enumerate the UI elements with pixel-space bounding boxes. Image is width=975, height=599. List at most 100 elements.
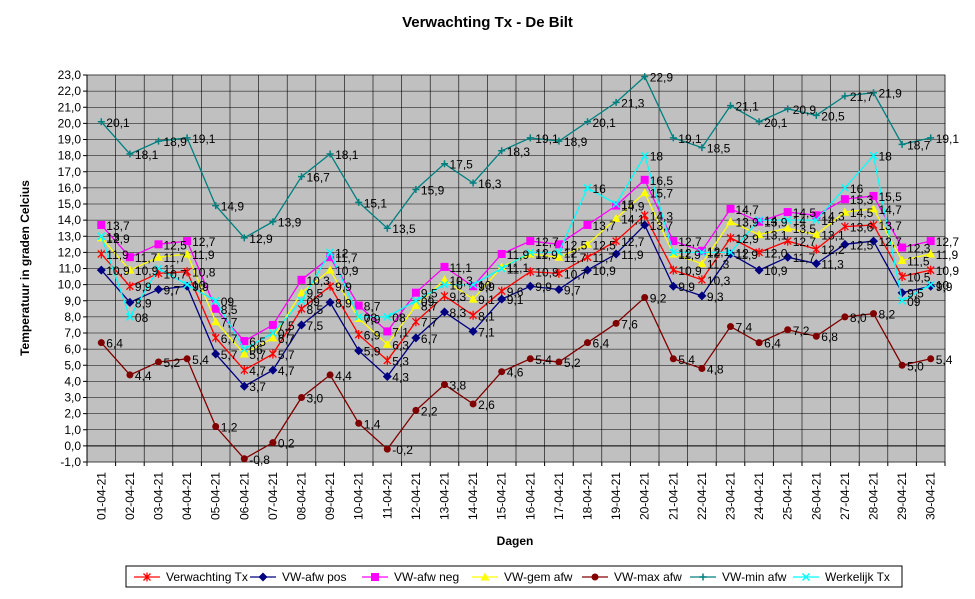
- data-label: 2,6: [478, 398, 495, 412]
- data-label: 6,5: [249, 335, 266, 349]
- data-label: 12,5: [593, 238, 617, 252]
- data-label: 11,5: [907, 254, 930, 268]
- data-point: [755, 118, 763, 126]
- series-werkelijk-tx: [97, 151, 935, 354]
- data-point: [927, 134, 935, 142]
- data-point: [555, 137, 563, 145]
- data-label: 5,4: [535, 353, 552, 367]
- x-tick-label: 03-04-21: [152, 472, 166, 520]
- data-point: [698, 144, 706, 152]
- data-point: [783, 216, 792, 225]
- data-label: 12,9: [249, 232, 273, 246]
- data-point: [783, 252, 793, 262]
- data-point: [469, 310, 478, 320]
- data-label: 06: [249, 343, 263, 357]
- data-label: 14: [764, 214, 778, 228]
- y-tick-label: 7,0: [64, 326, 81, 340]
- data-point: [240, 365, 249, 375]
- x-tick-label: 20-04-21: [638, 472, 652, 520]
- x-tick-label: 09-04-21: [323, 472, 337, 520]
- data-point: [898, 243, 907, 252]
- data-label: 11,7: [164, 251, 187, 265]
- data-label: 12,2: [821, 243, 845, 257]
- data-point: [268, 333, 278, 342]
- data-point: [125, 297, 135, 307]
- data-label: 11,9: [192, 248, 215, 262]
- data-label: 15: [621, 198, 635, 212]
- data-label: 0,2: [278, 437, 295, 451]
- data-point: [97, 339, 105, 347]
- data-point: [727, 323, 734, 331]
- data-point: [612, 201, 621, 210]
- data-label: 12,9: [736, 232, 760, 246]
- y-tick-label: 22,0: [58, 84, 82, 98]
- data-point: [441, 160, 448, 168]
- data-label: 10: [478, 279, 492, 293]
- x-tick-label: 22-04-21: [695, 472, 709, 520]
- x-tick-label: 17-04-21: [552, 472, 566, 520]
- data-point: [926, 281, 936, 291]
- data-point: [811, 230, 821, 239]
- data-point: [640, 220, 650, 230]
- data-point: [697, 246, 706, 255]
- series-layer: [96, 73, 936, 463]
- data-label: 6,4: [764, 337, 781, 351]
- data-point: [554, 252, 564, 261]
- y-tick-label: 5,0: [64, 358, 81, 372]
- data-label: 07: [278, 327, 292, 341]
- data-label: 10,8: [535, 266, 559, 280]
- data-point: [326, 371, 334, 379]
- y-tick-label: 16,0: [58, 181, 82, 195]
- y-tick-label: 6,0: [64, 342, 81, 356]
- x-tick-label: 07-04-21: [266, 472, 280, 520]
- data-point: [755, 339, 763, 347]
- y-tick-label: 10,0: [58, 278, 82, 292]
- data-point: [555, 358, 563, 366]
- y-tick-label: 20,0: [58, 116, 82, 130]
- data-point: [525, 281, 535, 291]
- data-point: [240, 345, 249, 354]
- data-point: [125, 312, 134, 321]
- data-point: [468, 326, 478, 336]
- data-label: 20,1: [764, 116, 788, 130]
- data-point: [612, 319, 620, 327]
- data-label: 15,9: [421, 183, 445, 197]
- data-point: [669, 248, 678, 257]
- data-point: [97, 232, 106, 241]
- x-tick-label: 04-04-21: [180, 472, 194, 520]
- x-tick-label: 28-04-21: [867, 472, 881, 520]
- data-label: 8,5: [307, 303, 324, 317]
- data-label: 21,1: [736, 100, 760, 114]
- data-label: 10,5: [907, 271, 931, 285]
- y-tick-label: -1,0: [60, 455, 81, 469]
- data-point: [526, 355, 534, 363]
- data-label: 10,9: [135, 264, 159, 278]
- data-point: [898, 296, 907, 305]
- data-label: 12,7: [192, 235, 216, 249]
- data-label: 10,3: [707, 274, 731, 288]
- data-point: [755, 217, 764, 226]
- data-label: 4,7: [249, 364, 266, 378]
- data-label: 11,9: [507, 248, 530, 262]
- data-label: 3,8: [450, 379, 467, 393]
- x-tick-label: 14-04-21: [466, 472, 480, 520]
- data-point: [183, 237, 192, 246]
- y-tick-label: 23,0: [58, 68, 82, 82]
- data-label: 9,9: [135, 280, 152, 294]
- data-label: 16,7: [307, 171, 331, 185]
- legend-label: VW-afw neg: [394, 570, 459, 584]
- data-point: [383, 355, 392, 365]
- data-point: [269, 439, 277, 447]
- data-label: 9,5: [421, 287, 438, 301]
- data-point: [554, 268, 563, 278]
- data-point: [612, 199, 621, 209]
- data-point: [440, 307, 449, 317]
- data-point: [440, 291, 449, 301]
- data-point: [669, 134, 677, 142]
- data-label: 12,7: [936, 235, 960, 249]
- legend-label: VW-max afw: [614, 570, 682, 584]
- y-tick-label: 11,0: [59, 262, 82, 276]
- data-point: [240, 455, 248, 463]
- data-point: [927, 355, 935, 363]
- data-label: 11,1: [450, 261, 473, 275]
